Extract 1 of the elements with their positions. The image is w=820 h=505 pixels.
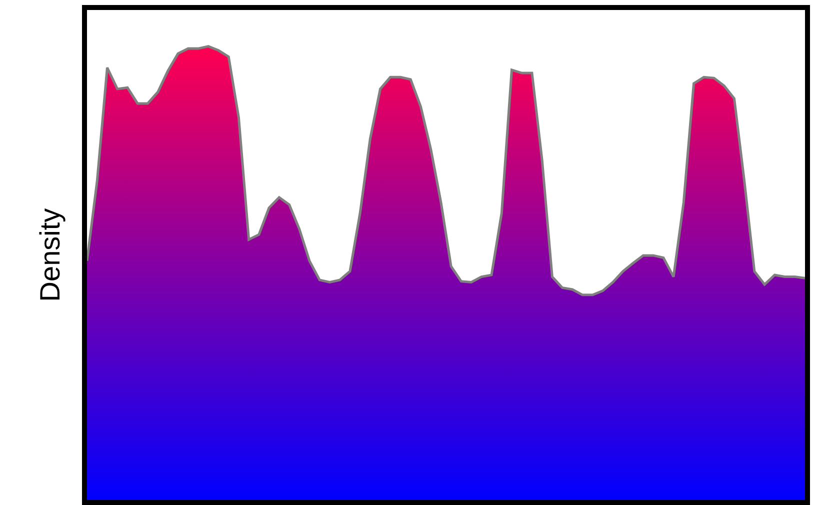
y-axis-title: Density bbox=[34, 208, 66, 302]
